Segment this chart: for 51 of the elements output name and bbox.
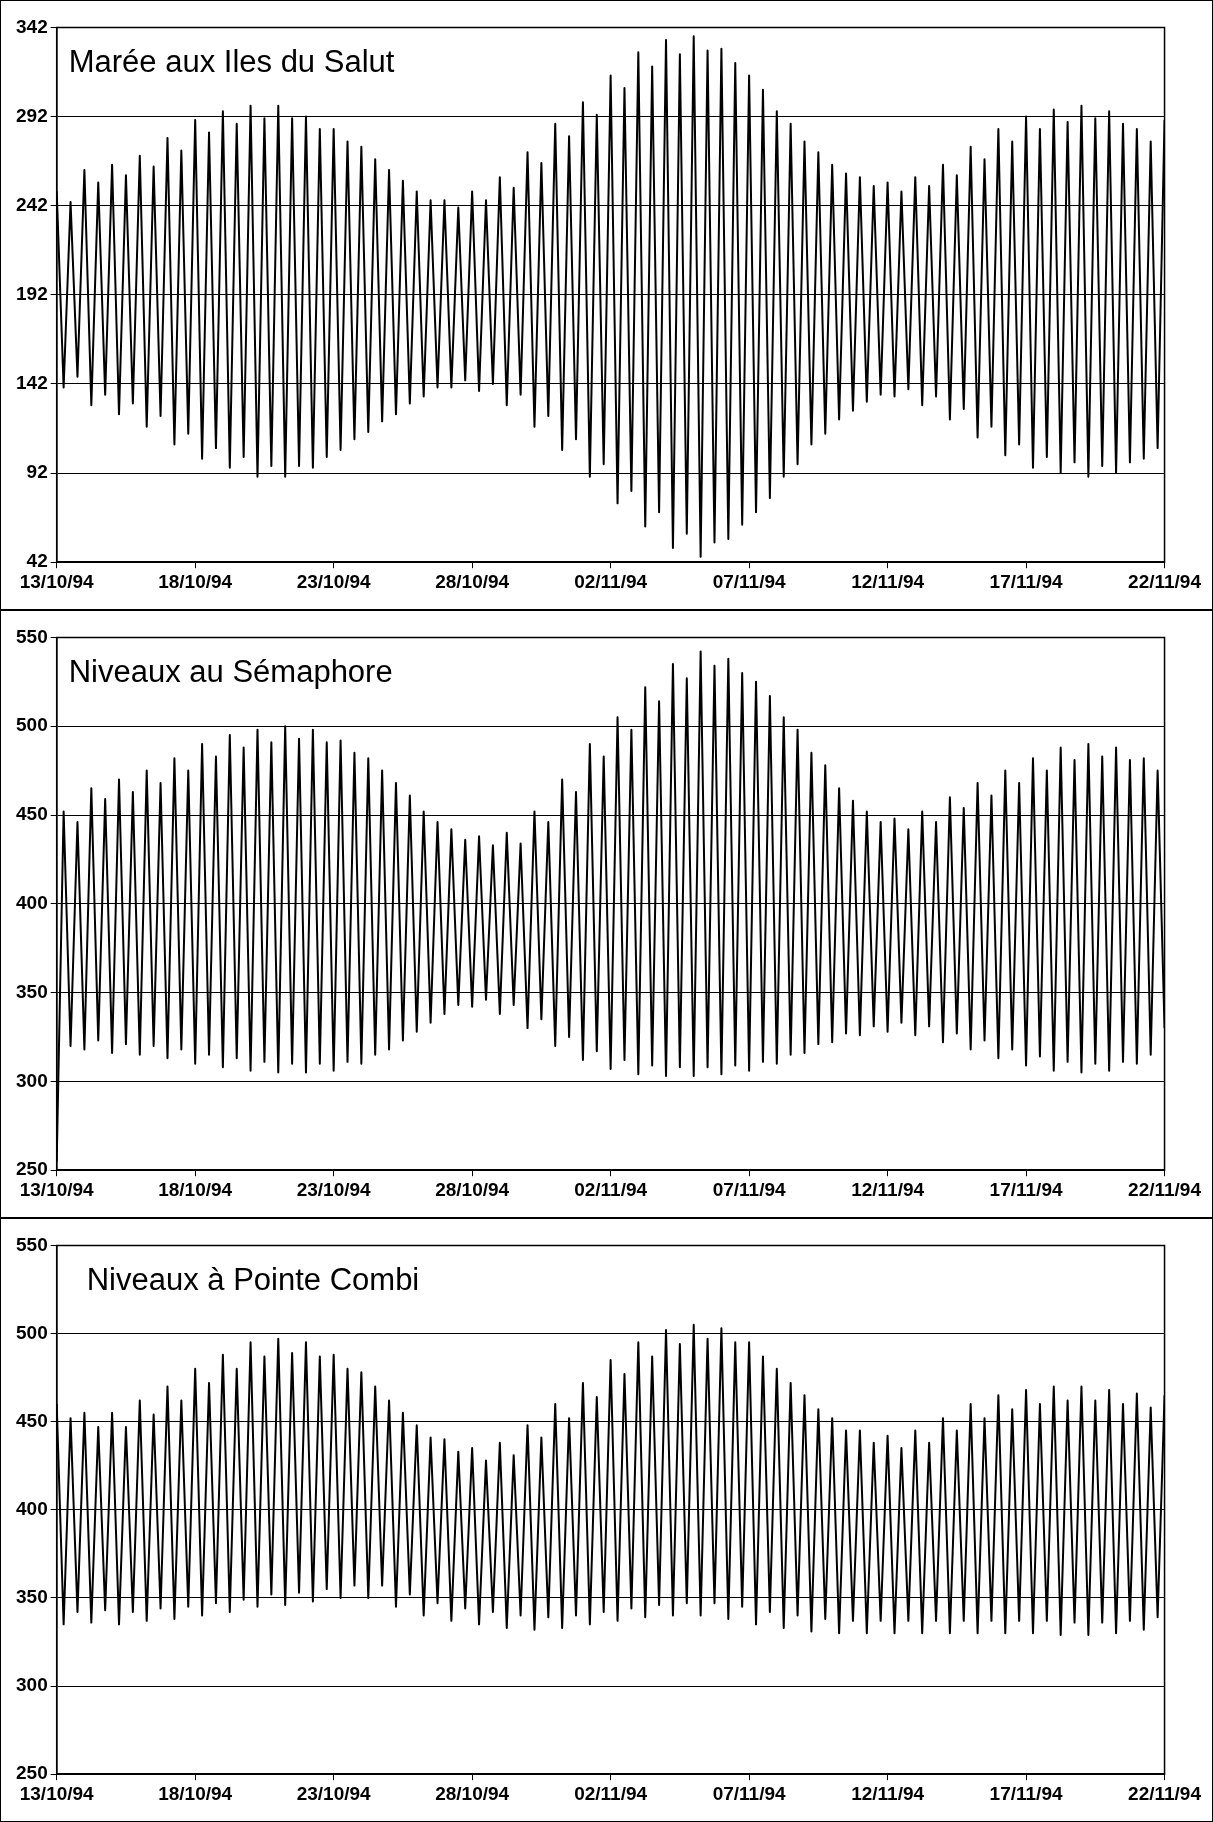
x-tick-label: 23/10/94 — [296, 1782, 372, 1804]
x-tick-label: 28/10/94 — [435, 1782, 510, 1804]
y-tick-label: 400 — [16, 1498, 48, 1520]
x-tick-label: 28/10/94 — [435, 1178, 510, 1200]
y-tick-label: 400 — [16, 892, 48, 914]
x-tick-label: 17/11/94 — [989, 570, 1063, 592]
y-tick-label: 450 — [16, 803, 48, 825]
x-tick-label: 13/10/94 — [19, 1782, 95, 1804]
y-tick-label: 450 — [16, 1409, 48, 1431]
y-tick-label: 550 — [16, 1233, 48, 1255]
x-tick-label: 28/10/94 — [435, 570, 510, 592]
x-tick-label: 22/11/94 — [1128, 570, 1202, 592]
x-tick-label: 07/11/94 — [712, 570, 786, 592]
x-tick-label: 07/11/94 — [712, 1178, 786, 1200]
text: Niveaux au Sémaphore — [68, 653, 393, 689]
x-tick-label: 12/11/94 — [851, 570, 925, 592]
x-tick-label: 18/10/94 — [158, 1178, 233, 1200]
y-tick-label: 42 — [26, 550, 48, 572]
y-tick-label: 292 — [16, 104, 48, 126]
y-tick-label: 342 — [16, 15, 48, 37]
x-tick-label: 07/11/94 — [712, 1782, 786, 1804]
y-tick-label: 242 — [16, 193, 48, 215]
x-tick-label: 02/11/94 — [574, 1782, 648, 1804]
x-tick-label: 13/10/94 — [19, 1178, 95, 1200]
y-tick-label: 500 — [16, 714, 48, 736]
y-tick-label: 350 — [16, 980, 48, 1002]
y-tick-label: 350 — [16, 1586, 48, 1608]
y-tick-label: 92 — [26, 461, 48, 483]
x-tick-label: 22/11/94 — [1128, 1782, 1202, 1804]
x-tick-label: 23/10/94 — [296, 570, 372, 592]
x-tick-label: 12/11/94 — [851, 1178, 925, 1200]
y-tick-label: 550 — [16, 625, 48, 647]
y-tick-label: 192 — [16, 283, 48, 305]
y-tick-label: 250 — [16, 1762, 48, 1784]
x-tick-label: 12/11/94 — [851, 1782, 925, 1804]
x-tick-label: 18/10/94 — [158, 1782, 233, 1804]
x-tick-label: 23/10/94 — [296, 1178, 372, 1200]
x-tick-label: 22/11/94 — [1128, 1178, 1202, 1200]
y-tick-label: 142 — [16, 372, 48, 394]
y-tick-label: 300 — [16, 1069, 48, 1091]
x-tick-label: 17/11/94 — [989, 1178, 1063, 1200]
x-tick-label: 02/11/94 — [574, 570, 648, 592]
x-tick-label: 02/11/94 — [574, 1178, 648, 1200]
x-tick-label: 17/11/94 — [989, 1782, 1063, 1804]
y-tick-label: 250 — [16, 1158, 48, 1180]
y-tick-label: 500 — [16, 1321, 48, 1343]
y-tick-label: 300 — [16, 1674, 48, 1696]
x-tick-label: 18/10/94 — [158, 570, 233, 592]
text: Marée aux Iles du Salut — [68, 43, 395, 79]
text: Niveaux à Pointe Combi — [86, 1261, 420, 1297]
x-tick-label: 13/10/94 — [19, 570, 95, 592]
